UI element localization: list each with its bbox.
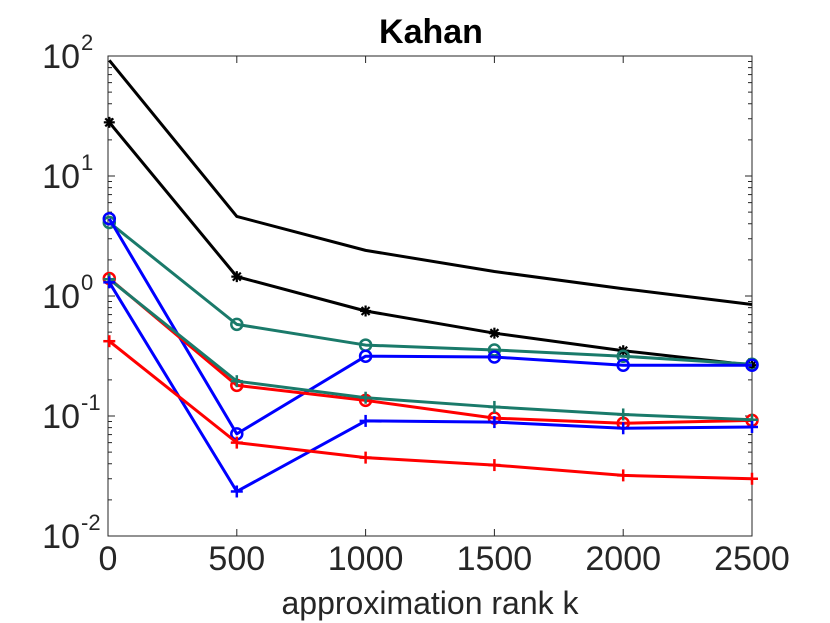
y-tick-exponent: 1 [81, 150, 93, 175]
x-tick-label: 2000 [585, 540, 661, 578]
data-point-plus [359, 451, 372, 464]
series-black-solid [108, 59, 753, 306]
star-d2 [360, 306, 371, 316]
series-line-black-star [108, 121, 753, 367]
data-point-plus [230, 485, 243, 498]
x-tick-label: 0 [99, 540, 118, 578]
chart-title: Kahan [379, 13, 483, 51]
y-tick-label: 10 [42, 398, 80, 436]
data-point-circle [102, 212, 117, 226]
data-point-plus [488, 400, 501, 413]
data-point-star [231, 271, 243, 283]
data-point-circle [616, 358, 630, 372]
data-point-circle [230, 317, 244, 332]
x-tick-label: 500 [208, 540, 265, 578]
data-point-circle [487, 343, 502, 357]
series-line-red-circle [108, 277, 753, 425]
data-point-plus [359, 391, 372, 404]
series-group [102, 59, 759, 498]
data-point-plus [488, 459, 501, 472]
data-point-circle [616, 349, 630, 363]
plot-frame [107, 55, 753, 537]
data-point-plus [617, 408, 630, 421]
data-point-plus [103, 276, 116, 289]
data-point-circle [745, 358, 759, 372]
data-point-circle [487, 350, 502, 364]
series-green-plus [103, 273, 758, 426]
data-point-plus [617, 469, 630, 482]
series-line-blue-plus [108, 281, 753, 493]
data-point-plus [103, 335, 116, 348]
star-d2 [104, 117, 115, 128]
series-blue-circle [102, 212, 759, 441]
data-point-plus [746, 420, 758, 433]
data-point-circle [358, 349, 373, 363]
series-line-blue-circle [107, 218, 752, 436]
data-point-star [488, 327, 500, 339]
star-d2 [232, 271, 242, 282]
y-tick-label: 10 [42, 278, 80, 316]
x-tick-label: 1500 [457, 540, 533, 578]
series-blue-plus [103, 276, 758, 498]
x-axis-title: approximation rank k [281, 585, 579, 621]
data-point-star [360, 305, 372, 317]
data-point-plus [488, 416, 501, 429]
x-tick-label: 1000 [328, 540, 404, 578]
data-point-plus [230, 436, 243, 449]
y-tick-exponent: 2 [81, 30, 93, 55]
series-line-green-plus [108, 278, 753, 422]
y-tick-label: 10 [42, 518, 80, 556]
data-point-plus [617, 422, 630, 435]
series-line-black-solid [108, 59, 753, 306]
data-point-plus [230, 375, 243, 388]
data-point-star [103, 116, 115, 128]
y-tick-label: 10 [42, 158, 80, 196]
data-point-plus [746, 472, 758, 485]
series-red-plus [103, 335, 758, 485]
y-tick-exponent: 0 [81, 270, 93, 295]
y-tick-exponent: -2 [81, 510, 101, 535]
series-line-red-plus [108, 340, 753, 481]
y-tick-label: 10 [42, 38, 80, 76]
x-tick-label: 2500 [714, 540, 790, 578]
y-tick-exponent: -1 [81, 390, 101, 415]
data-point-plus [359, 414, 372, 427]
series-line-green-circle [108, 221, 753, 366]
star-d2 [489, 328, 500, 338]
